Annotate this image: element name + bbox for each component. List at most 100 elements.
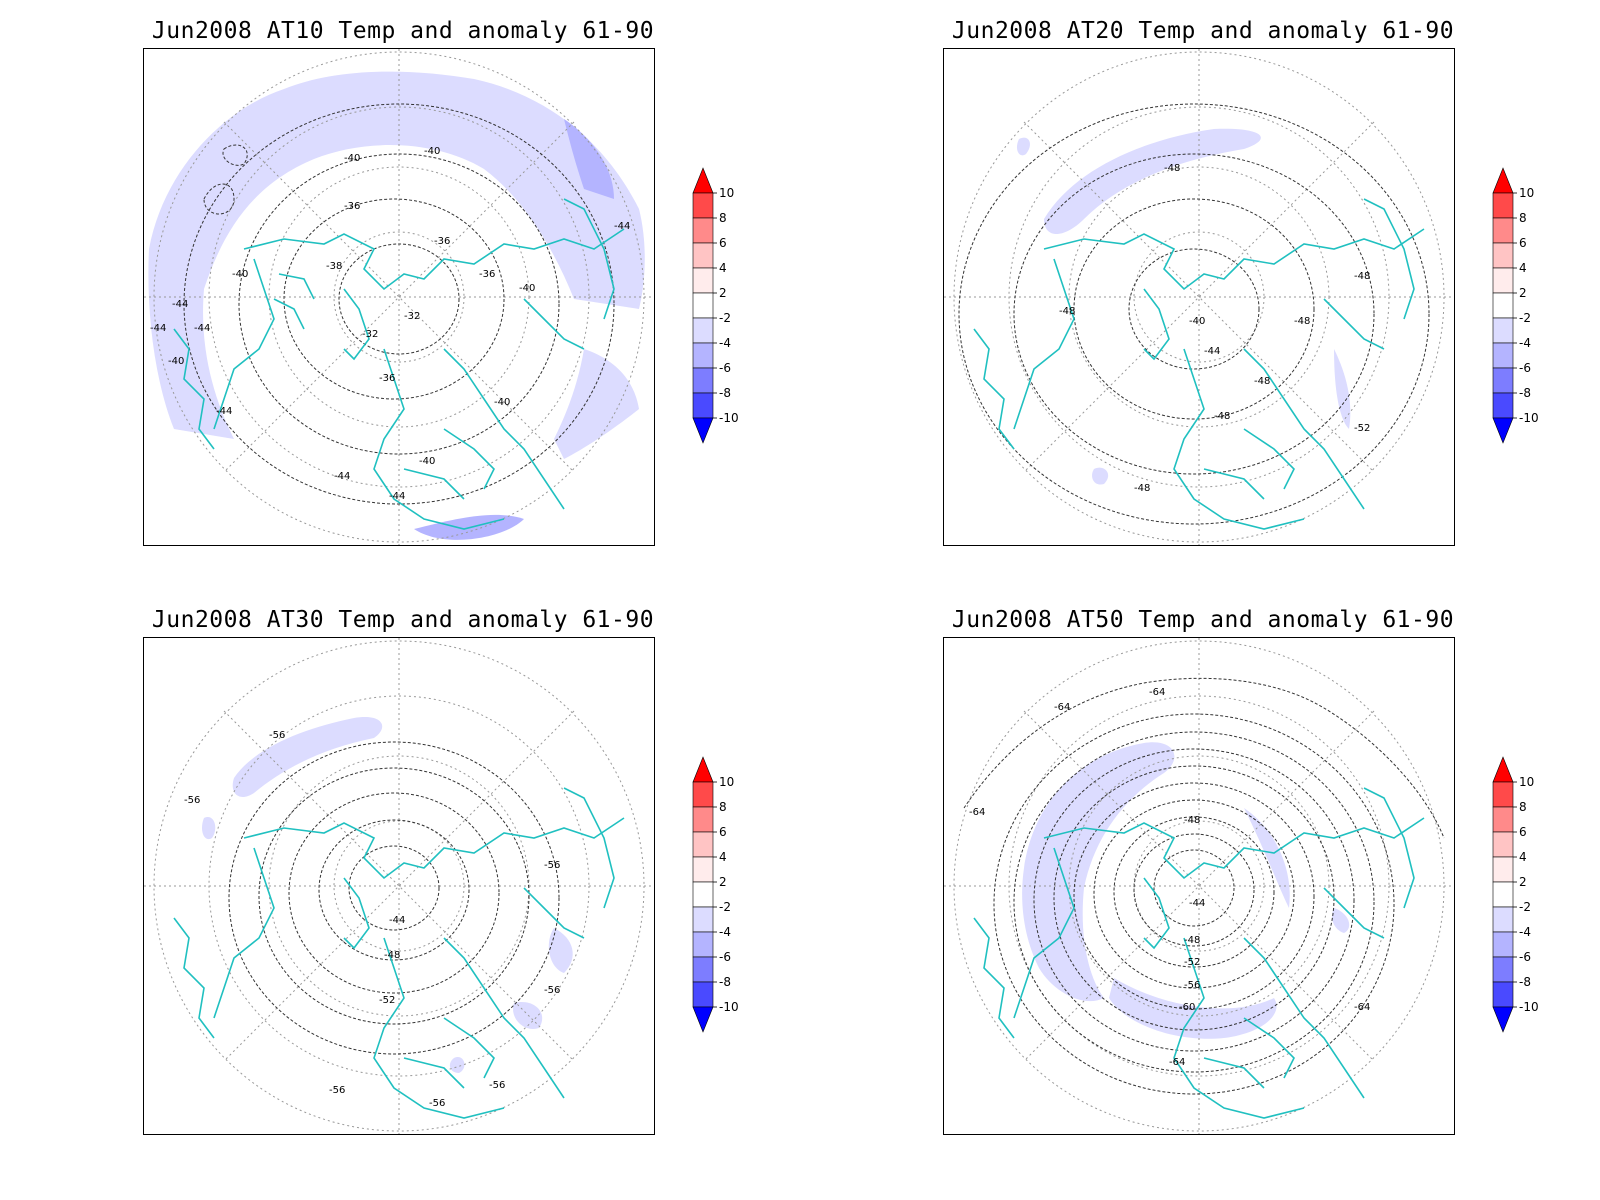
colorbar-label: 8 xyxy=(1519,211,1527,225)
colorbar-ticks xyxy=(1513,193,1517,418)
colorbar-label: -4 xyxy=(719,336,731,350)
colorbar-min-arrow xyxy=(1493,1007,1513,1032)
temperature-contours xyxy=(229,742,559,1054)
contour-label: -44 xyxy=(150,323,166,334)
colorbar-label: -8 xyxy=(719,386,731,400)
polar-stereographic-map: -40 -40 -36 -36 -36 -32 -32 -40 -44 -44 … xyxy=(144,49,654,545)
contour-label: -64 xyxy=(1149,687,1165,698)
colorbar-min-arrow xyxy=(693,418,713,443)
contour-label: -48 xyxy=(1184,935,1200,946)
colorbar-label: 4 xyxy=(1519,261,1527,275)
contour-label: -48 xyxy=(1214,411,1230,422)
colorbar-label: 4 xyxy=(1519,850,1527,864)
colorbar-label: 2 xyxy=(719,875,727,889)
colorbar-label: 4 xyxy=(719,850,727,864)
colorbar-ticks xyxy=(713,193,717,418)
contour-label: -40 xyxy=(519,283,535,294)
colorbar-label: -6 xyxy=(1519,361,1531,375)
colorbar-graphic: 10 8 6 4 2 -2 -4 -6 -8 -10 xyxy=(693,168,763,458)
contour-label: -48 xyxy=(1059,306,1075,317)
contour-label: -44 xyxy=(194,323,210,334)
contour-label: -64 xyxy=(1169,1057,1185,1068)
contour-label: -32 xyxy=(362,329,378,340)
contour-label: -60 xyxy=(1179,1002,1195,1013)
map-frame: -56 -56 -44 -48 -52 -56 -56 -56 -56 -56 xyxy=(143,637,655,1135)
anomaly-colorbar: 10 8 6 4 2 -2 -4 -6 -8 -10 xyxy=(1493,757,1563,1047)
map-frame: -48 -48 -40 -44 -48 -48 -48 -48 -52 -48 xyxy=(943,48,1455,546)
contour-label: -40 xyxy=(232,269,248,280)
contour-label: -52 xyxy=(1354,423,1370,434)
contour-label: -44 xyxy=(389,915,405,926)
map-panel-at30: Jun2008 AT30 Temp and anomaly 61-90 xyxy=(143,607,923,1197)
colorbar-max-arrow xyxy=(693,168,713,193)
colorbar-label: 8 xyxy=(1519,800,1527,814)
contour-label: -44 xyxy=(389,491,405,502)
contour-label: -40 xyxy=(168,356,184,367)
panel-title: Jun2008 AT10 Temp and anomaly 61-90 xyxy=(143,18,663,44)
contour-label: -36 xyxy=(344,201,360,212)
colorbar-graphic: 10 8 6 4 2 -2 -4 -6 -8 -10 xyxy=(693,757,763,1047)
map-frame: -64 -64 -64 -48 -44 -48 -52 -56 -60 -64 … xyxy=(943,637,1455,1135)
contour-label: -56 xyxy=(329,1085,345,1096)
colorbar-label: 10 xyxy=(719,775,734,789)
contour-label: -44 xyxy=(1204,346,1220,357)
colorbar-label: 2 xyxy=(1519,286,1527,300)
colorbar-label: 10 xyxy=(1519,775,1534,789)
anomaly-shading xyxy=(148,72,644,540)
contour-label: -56 xyxy=(269,730,285,741)
contour-label: -44 xyxy=(172,299,188,310)
contour-label: -48 xyxy=(1164,163,1180,174)
panel-title: Jun2008 AT20 Temp and anomaly 61-90 xyxy=(943,18,1463,44)
colorbar-label: 2 xyxy=(719,286,727,300)
colorbar-min-arrow xyxy=(1493,418,1513,443)
colorbar-label: 6 xyxy=(1519,236,1527,250)
contour-label: -40 xyxy=(419,456,435,467)
contour-label: -36 xyxy=(379,373,395,384)
graticule xyxy=(944,638,1454,1134)
map-panel-at10: Jun2008 AT10 Temp and anomaly 61-90 xyxy=(143,18,923,608)
contour-label: -40 xyxy=(1189,316,1205,327)
colorbar-max-arrow xyxy=(1493,168,1513,193)
colorbar-ticks xyxy=(713,782,717,1007)
contour-label: -56 xyxy=(1184,980,1200,991)
colorbar-label: -4 xyxy=(1519,925,1531,939)
contour-label: -44 xyxy=(614,221,630,232)
contour-label: -56 xyxy=(429,1098,445,1109)
anomaly-shading xyxy=(202,717,573,1073)
colorbar-label: -6 xyxy=(719,950,731,964)
contour-label: -48 xyxy=(1254,376,1270,387)
anomaly-colorbar: 10 8 6 4 2 -2 -4 -6 -8 -10 xyxy=(693,757,763,1047)
map-panel-at50: Jun2008 AT50 Temp and anomaly 61-90 xyxy=(943,607,1600,1197)
colorbar-label: 6 xyxy=(719,236,727,250)
polar-stereographic-map: -64 -64 -64 -48 -44 -48 -52 -56 -60 -64 … xyxy=(944,638,1454,1134)
contour-label: -48 xyxy=(384,950,400,961)
colorbar-label: 8 xyxy=(719,800,727,814)
colorbar-ticks xyxy=(1513,782,1517,1007)
contour-label: -56 xyxy=(544,985,560,996)
panel-title: Jun2008 AT50 Temp and anomaly 61-90 xyxy=(943,607,1463,633)
colorbar-label: -10 xyxy=(719,1000,739,1014)
contour-label: -40 xyxy=(494,397,510,408)
colorbar-label: -10 xyxy=(1519,411,1539,425)
colorbar-graphic: 10 8 6 4 2 -2 -4 -6 -8 -10 xyxy=(1493,168,1563,458)
contour-label: -56 xyxy=(489,1080,505,1091)
colorbar-max-arrow xyxy=(693,757,713,782)
colorbar-label: -4 xyxy=(719,925,731,939)
polar-stereographic-map: -56 -56 -44 -48 -52 -56 -56 -56 -56 -56 xyxy=(144,638,654,1134)
colorbar-label: -2 xyxy=(719,311,731,325)
colorbar-label: 2 xyxy=(1519,875,1527,889)
colorbar-label: -6 xyxy=(1519,950,1531,964)
temperature-contours xyxy=(959,104,1429,524)
contour-label: -52 xyxy=(379,995,395,1006)
colorbar-label: -8 xyxy=(1519,386,1531,400)
anomaly-colorbar: 10 8 6 4 2 -2 -4 -6 -8 -10 xyxy=(693,168,763,458)
graticule xyxy=(144,638,654,1134)
colorbar-label: 6 xyxy=(719,825,727,839)
colorbar-max-arrow xyxy=(1493,757,1513,782)
colorbar-min-arrow xyxy=(693,1007,713,1032)
contour-label: -48 xyxy=(1184,815,1200,826)
colorbar-label: -10 xyxy=(1519,1000,1539,1014)
contour-label: -64 xyxy=(969,807,985,818)
colorbar-label: -8 xyxy=(1519,975,1531,989)
map-frame: -40 -40 -36 -36 -36 -32 -32 -40 -44 -44 … xyxy=(143,48,655,546)
